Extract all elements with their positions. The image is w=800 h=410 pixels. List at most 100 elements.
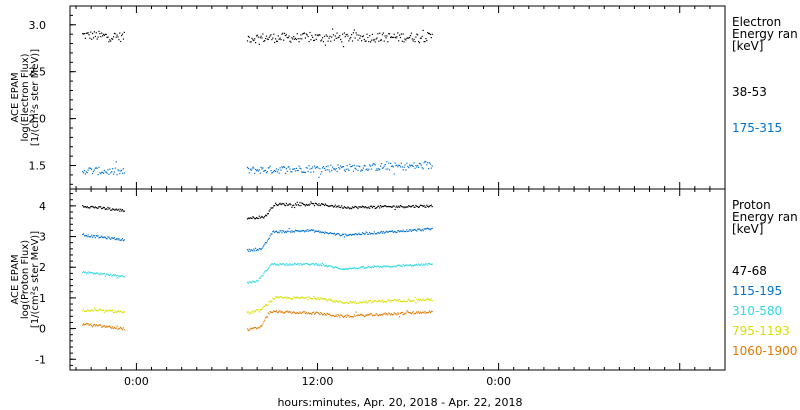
data-point (328, 169, 330, 171)
data-point (313, 264, 316, 266)
data-point (400, 33, 402, 35)
data-point (378, 205, 380, 207)
data-point (386, 230, 388, 232)
data-point (273, 310, 275, 312)
data-point (314, 230, 316, 232)
data-point (429, 229, 431, 231)
data-point (386, 266, 388, 268)
legend-entry: 795-1193 (732, 324, 790, 338)
data-point (401, 265, 403, 267)
data-point (413, 206, 415, 208)
data-point (364, 233, 366, 235)
data-point (409, 312, 412, 314)
data-point (308, 229, 310, 231)
data-point (86, 323, 88, 325)
data-point (277, 264, 279, 266)
data-point (327, 40, 329, 42)
data-point (249, 217, 251, 219)
data-point (395, 231, 397, 233)
data-point (403, 166, 405, 168)
data-point (354, 233, 356, 235)
data-point (90, 310, 92, 312)
data-point (291, 313, 293, 315)
data-point (264, 271, 266, 273)
data-point (289, 311, 291, 313)
data-point (310, 297, 312, 300)
data-point (99, 308, 101, 310)
data-point (339, 300, 341, 302)
data-point (260, 324, 262, 327)
data-point (369, 266, 371, 268)
data-point (298, 312, 300, 314)
data-point (404, 230, 406, 232)
data-point (353, 266, 355, 269)
data-point (372, 233, 374, 235)
data-point (382, 231, 384, 233)
data-point (265, 270, 268, 272)
data-point (408, 311, 410, 314)
data-point (302, 229, 304, 232)
data-point (286, 204, 288, 206)
data-point (370, 41, 372, 43)
data-point (82, 205, 84, 207)
data-point (362, 35, 364, 37)
data-point (98, 30, 100, 33)
data-point (411, 300, 413, 302)
data-point (377, 315, 379, 317)
data-point (311, 202, 313, 204)
data-point (411, 205, 413, 207)
data-point (310, 263, 312, 265)
data-point (417, 312, 419, 314)
data-point (86, 236, 88, 238)
data-point (85, 171, 87, 173)
data-point (107, 273, 109, 276)
data-point (102, 35, 104, 37)
data-point (115, 161, 117, 163)
data-point (284, 204, 286, 206)
data-point (398, 313, 400, 315)
data-point (109, 325, 111, 327)
data-point (341, 302, 343, 304)
data-point (114, 274, 116, 276)
data-point (371, 301, 373, 303)
data-point (429, 33, 431, 36)
data-point (85, 235, 87, 237)
data-point (306, 229, 308, 231)
data-point (259, 326, 261, 328)
data-point (290, 171, 292, 173)
data-point (401, 231, 403, 233)
data-point (120, 208, 122, 210)
data-point (431, 165, 433, 167)
data-point (367, 207, 369, 209)
data-point (252, 312, 254, 314)
data-point (325, 34, 327, 36)
data-point (351, 234, 353, 236)
data-point (256, 309, 258, 311)
data-point (356, 234, 358, 236)
data-point (319, 168, 321, 170)
data-point (264, 215, 266, 218)
data-point (409, 164, 411, 166)
data-point (283, 312, 285, 314)
data-point (380, 231, 382, 233)
data-point (294, 297, 296, 299)
data-point (274, 205, 276, 207)
data-point (299, 298, 301, 300)
data-point (342, 302, 344, 304)
data-point (91, 325, 93, 327)
data-point (332, 233, 335, 235)
data-point (312, 166, 314, 168)
data-point (402, 301, 404, 303)
data-point (390, 230, 393, 232)
data-point (246, 281, 249, 283)
data-point (397, 299, 399, 301)
data-point (262, 275, 264, 277)
data-point (371, 164, 373, 166)
data-point (305, 297, 307, 299)
data-point (250, 249, 252, 251)
data-point (379, 314, 381, 316)
data-point (299, 263, 301, 265)
data-point (337, 164, 339, 166)
data-point (249, 250, 251, 252)
data-point (107, 325, 109, 327)
